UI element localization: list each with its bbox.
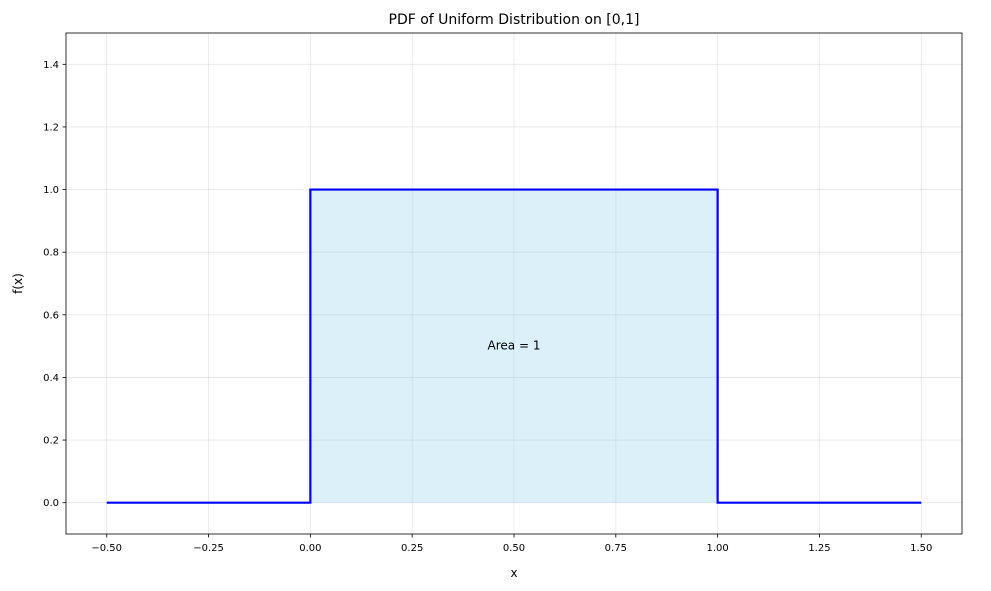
- x-tick-label: 0.75: [605, 543, 627, 554]
- fill-layer: [310, 189, 718, 503]
- y-tick-label: 0.2: [43, 436, 59, 447]
- x-tick-label: 1.00: [707, 543, 729, 554]
- x-tick-label: 1.25: [808, 543, 830, 554]
- x-tick-label: 0.25: [401, 543, 423, 554]
- x-axis-title: x: [510, 566, 517, 580]
- y-tick-label: 1.0: [43, 185, 59, 196]
- y-tick-label: 0.0: [43, 498, 59, 509]
- x-tick-label: 1.50: [910, 543, 932, 554]
- x-tick-label: 0.50: [503, 543, 525, 554]
- tick-layer: −0.50 −0.25 0.00 0.25 0.50 0.75 1.00 1.25 1.50 0.…: [43, 60, 932, 554]
- y-axis-title: f(x): [11, 273, 25, 294]
- x-tick-label: −0.50: [91, 543, 122, 554]
- y-tick-label: 0.4: [43, 373, 59, 384]
- x-tick-label: −0.25: [193, 543, 224, 554]
- annotation-text: Area = 1: [488, 339, 541, 353]
- grid-layer: [66, 33, 962, 534]
- x-tick-label: 0.00: [299, 543, 321, 554]
- line-layer: [106, 188, 922, 504]
- y-tick-label: 1.2: [43, 122, 59, 133]
- area-fill: [310, 189, 718, 503]
- y-tick-label: 0.8: [43, 248, 59, 259]
- y-tick-label: 0.6: [43, 310, 59, 321]
- pdf-line: [106, 188, 922, 504]
- y-tick-label: 1.4: [43, 60, 59, 71]
- chart-title: PDF of Uniform Distribution on [0,1]: [389, 12, 640, 28]
